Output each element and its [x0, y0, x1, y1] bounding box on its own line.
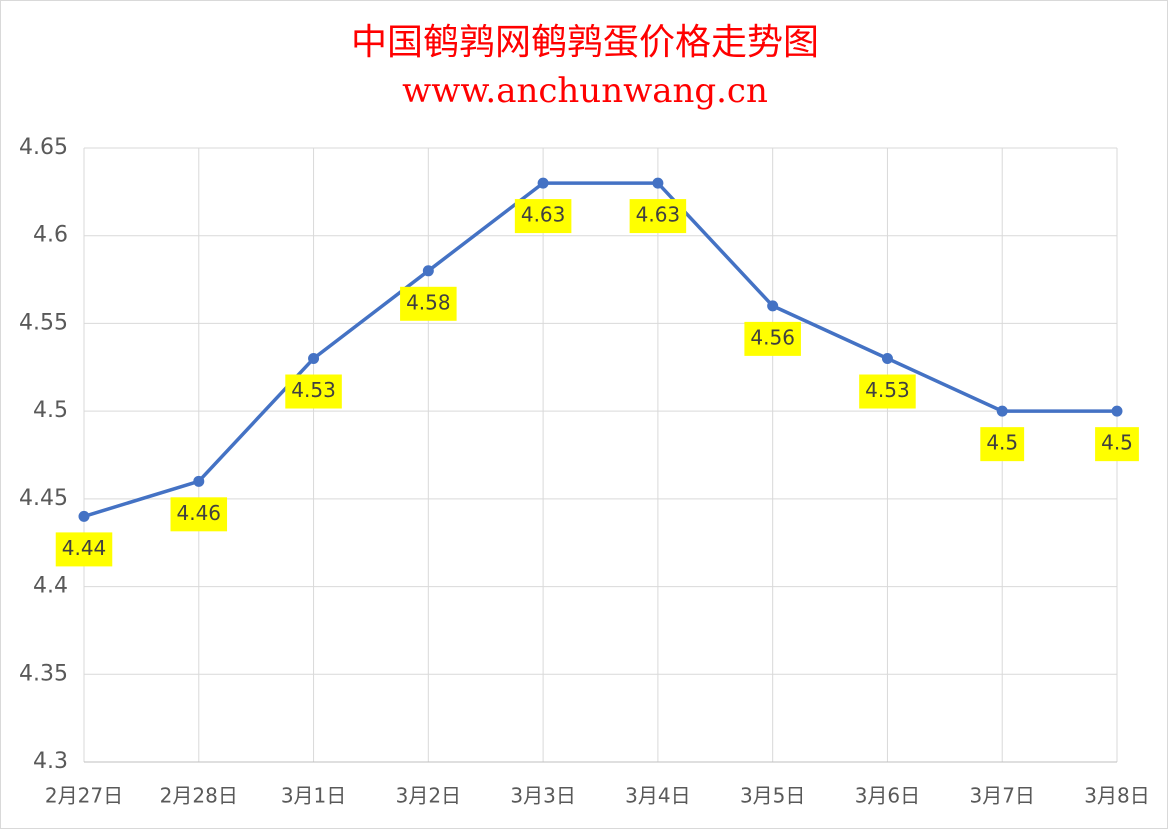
y-tick-label: 4.45 — [19, 486, 68, 511]
data-label-bg — [1095, 427, 1139, 462]
y-tick-label: 4.65 — [19, 135, 68, 160]
data-label-bg — [859, 374, 916, 409]
data-label: 4.58 — [406, 290, 451, 314]
marker — [1111, 405, 1123, 417]
marker — [422, 265, 434, 277]
x-tick-label: 3月6日 — [855, 784, 920, 808]
marker — [537, 177, 549, 189]
x-tick-label: 2月27日 — [45, 784, 123, 808]
y-tick-label: 4.5 — [33, 398, 68, 423]
x-tick-label: 2月28日 — [160, 784, 238, 808]
data-label-bg — [285, 374, 342, 409]
data-label: 4.44 — [62, 536, 107, 560]
data-label: 4.53 — [865, 378, 910, 402]
data-label-bg — [55, 532, 113, 567]
x-tick-label: 3月3日 — [510, 784, 575, 808]
x-tick-label: 3月2日 — [396, 784, 461, 808]
marker — [767, 300, 779, 312]
y-tick-label: 4.3 — [33, 749, 68, 774]
x-tick-label: 3月1日 — [281, 784, 346, 808]
data-label-bg — [400, 286, 457, 321]
y-tick-label: 4.6 — [33, 223, 68, 248]
data-label: 4.46 — [177, 501, 222, 525]
marker — [308, 353, 320, 365]
data-label: 4.5 — [1101, 431, 1133, 455]
x-tick-label: 3月4日 — [625, 784, 690, 808]
x-tick-label: 3月7日 — [969, 784, 1034, 808]
x-tick-label: 3月5日 — [740, 784, 805, 808]
y-tick-label: 4.55 — [19, 310, 68, 335]
data-label-bg — [980, 427, 1025, 462]
data-label: 4.53 — [291, 378, 336, 402]
marker — [78, 510, 90, 522]
marker — [996, 405, 1008, 417]
data-label-bg — [629, 199, 687, 234]
chart-title: 中国鹌鹑网鹌鹑蛋价格走势图 — [351, 22, 819, 63]
data-label: 4.63 — [636, 203, 681, 227]
x-tick-label: 3月8日 — [1084, 784, 1149, 808]
data-label: 4.63 — [521, 203, 566, 227]
chart-subtitle: www.anchunwang.cn — [402, 71, 768, 111]
data-label-bg — [514, 199, 572, 234]
y-tick-label: 4.4 — [33, 574, 68, 599]
line — [83, 181, 1117, 519]
marker — [193, 475, 205, 487]
marker — [881, 353, 893, 365]
data-label: 4.56 — [750, 325, 795, 349]
data-label-bg — [744, 321, 801, 356]
marker — [652, 177, 664, 189]
data-label-bg — [170, 497, 228, 532]
y-tick-label: 4.35 — [19, 661, 68, 686]
data-label: 4.5 — [986, 431, 1018, 455]
